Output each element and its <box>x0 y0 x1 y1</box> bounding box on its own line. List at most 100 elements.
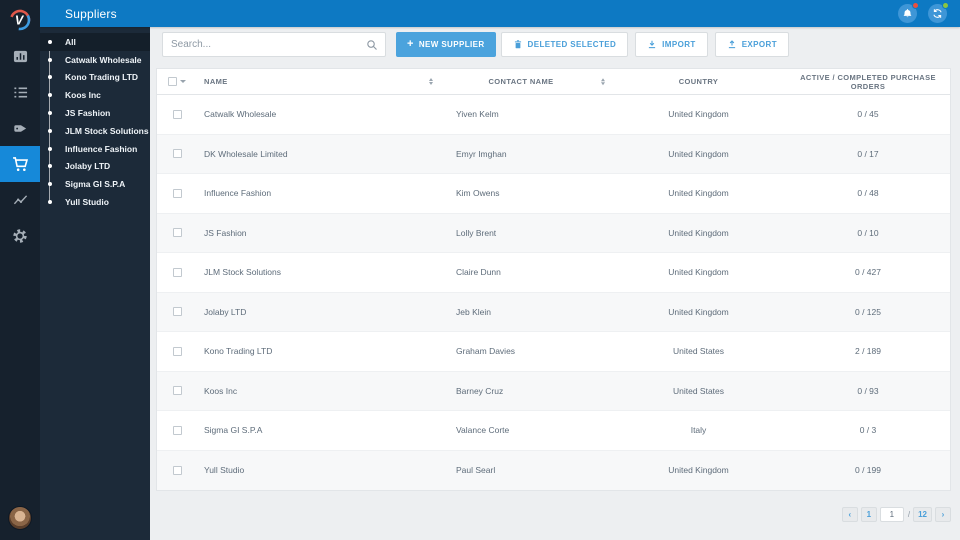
sidebar-item-js-fashion[interactable]: JS Fashion <box>40 104 150 122</box>
suppliers-table: NAME CONTACT NAME COUNTRY ACTIVE / COMPL… <box>156 68 951 491</box>
sidebar-item-kono-trading-ltd[interactable]: Kono Trading LTD <box>40 69 150 87</box>
delete-selected-button[interactable]: DELETED SELECTED <box>500 32 629 57</box>
sidebar-item-koos-inc[interactable]: Koos Inc <box>40 86 150 104</box>
page-title: Suppliers <box>65 6 117 21</box>
pagination-last-page-button[interactable]: 12 <box>913 507 932 522</box>
row-checkbox[interactable] <box>172 149 182 159</box>
supplier-name: Kono Trading LTD <box>204 346 273 357</box>
nav-dashboard-icon[interactable] <box>0 38 40 74</box>
import-button[interactable]: IMPORT <box>635 32 708 57</box>
nav-tag-icon[interactable] <box>0 110 40 146</box>
sidebar-item-jolaby-ltd[interactable]: Jolaby LTD <box>40 158 150 176</box>
plus-icon: + <box>407 38 414 50</box>
pagination-current-page-input[interactable] <box>879 507 904 522</box>
notifications-bell-icon[interactable] <box>898 2 919 23</box>
row-checkbox[interactable] <box>172 386 182 396</box>
header-checkbox[interactable] <box>168 77 177 86</box>
column-header-orders: ACTIVE / COMPLETED PURCHASE ORDERS <box>800 72 936 91</box>
purchase-orders: 0 / 93 <box>857 385 879 396</box>
chevron-down-icon[interactable] <box>180 80 186 83</box>
row-checkbox[interactable] <box>172 346 182 356</box>
row-checkbox[interactable] <box>172 307 182 317</box>
row-checkbox[interactable] <box>172 109 182 119</box>
pagination-page-1-button[interactable]: 1 <box>860 507 877 522</box>
top-header-bar: Suppliers <box>40 0 960 27</box>
toolbar: + NEW SUPPLIER DELETED SELECTED IMPORT E… <box>162 32 951 57</box>
table-row[interactable]: Catwalk Wholesale Yiven Kelm United King… <box>157 95 950 135</box>
supplier-name: Koos Inc <box>204 385 238 396</box>
country: United Kingdom <box>668 306 729 317</box>
table-row[interactable]: JS Fashion Lolly Brent United Kingdom 0 … <box>157 213 950 253</box>
row-checkbox[interactable] <box>172 267 182 277</box>
sidebar-item-sigma-gi-s-p-a[interactable]: Sigma GI S.P.A <box>40 175 150 193</box>
svg-text:V: V <box>15 14 25 28</box>
supplier-name: JS Fashion <box>204 227 247 238</box>
contact-name: Emyr Imghan <box>456 148 507 159</box>
pagination: ‹ 1 / 12 › <box>150 507 951 522</box>
purchase-orders: 0 / 10 <box>857 227 879 238</box>
pagination-prev-button[interactable]: ‹ <box>841 507 858 522</box>
contact-name: Valance Corte <box>456 425 510 436</box>
row-checkbox[interactable] <box>172 425 182 435</box>
search-icon[interactable] <box>366 39 378 51</box>
column-header-name[interactable]: NAME <box>197 77 441 86</box>
country: United Kingdom <box>668 148 729 159</box>
app-logo[interactable]: V <box>0 0 40 40</box>
supplier-sidebar: All Catwalk Wholesale Kono Trading LTD Koos… <box>40 27 150 540</box>
supplier-name: Sigma GI S.P.A <box>204 425 263 436</box>
notification-badge <box>912 2 919 9</box>
export-upload-icon <box>728 40 735 49</box>
contact-name: Lolly Brent <box>456 227 497 238</box>
nav-list-icon[interactable] <box>0 74 40 110</box>
country: United States <box>672 385 725 396</box>
trash-icon <box>514 40 521 49</box>
contact-name: Paul Searl <box>456 465 496 476</box>
user-avatar[interactable] <box>8 506 32 530</box>
table-row[interactable]: Sigma GI S.P.A Valance Corte Italy 0 / 3 <box>157 411 950 451</box>
export-button[interactable]: EXPORT <box>714 32 789 57</box>
sync-refresh-icon[interactable] <box>928 2 949 23</box>
sync-badge <box>942 2 949 9</box>
table-row[interactable]: DK Wholesale Limited Emyr Imghan United … <box>157 134 950 174</box>
table-row[interactable]: Kono Trading LTD Graham Davies United St… <box>157 332 950 372</box>
supplier-name: Jolaby LTD <box>204 306 247 317</box>
table-row[interactable]: Yull Studio Paul Searl United Kingdom 0 … <box>157 450 950 490</box>
column-header-country: COUNTRY <box>678 77 719 86</box>
nav-settings-gear-icon[interactable] <box>0 218 40 254</box>
supplier-name: Influence Fashion <box>204 188 272 199</box>
primary-nav <box>0 38 40 254</box>
sidebar-item-jlm-stock-solutions[interactable]: JLM Stock Solutions <box>40 122 150 140</box>
purchase-orders: 0 / 427 <box>855 267 881 278</box>
table-row[interactable]: Koos Inc Barney Cruz United States 0 / 9… <box>157 371 950 411</box>
search-input[interactable] <box>163 39 366 50</box>
v-logo-icon: V <box>9 9 31 31</box>
new-supplier-button[interactable]: + NEW SUPPLIER <box>396 32 496 57</box>
column-header-contact-name[interactable]: CONTACT NAME <box>441 77 611 86</box>
row-checkbox[interactable] <box>172 228 182 238</box>
select-all-checkbox[interactable] <box>157 77 197 86</box>
sort-contact-icon[interactable] <box>601 77 605 86</box>
purchase-orders: 0 / 199 <box>855 465 881 476</box>
nav-purchasing-cart-icon[interactable] <box>0 146 40 182</box>
country: Italy <box>690 425 707 436</box>
table-row[interactable]: Jolaby LTD Jeb Klein United Kingdom 0 / … <box>157 292 950 332</box>
row-checkbox[interactable] <box>172 188 182 198</box>
purchase-orders: 2 / 189 <box>855 346 881 357</box>
country: United Kingdom <box>668 267 729 278</box>
table-header: NAME CONTACT NAME COUNTRY ACTIVE / COMPL… <box>157 69 950 95</box>
table-row[interactable]: Influence Fashion Kim Owens United Kingd… <box>157 174 950 214</box>
nav-reports-trend-icon[interactable] <box>0 182 40 218</box>
topbar-icons <box>898 2 949 23</box>
pagination-next-button[interactable]: › <box>935 507 951 522</box>
contact-name: Kim Owens <box>456 188 500 199</box>
row-checkbox[interactable] <box>172 465 182 475</box>
pagination-separator: / <box>907 510 911 519</box>
sidebar-item-all[interactable]: All <box>40 33 150 51</box>
main-content: + NEW SUPPLIER DELETED SELECTED IMPORT E… <box>150 27 960 540</box>
table-body: Catwalk Wholesale Yiven Kelm United King… <box>157 95 950 490</box>
sidebar-item-catwalk-wholesale[interactable]: Catwalk Wholesale <box>40 51 150 69</box>
sidebar-item-yull-studio[interactable]: Yull Studio <box>40 193 150 211</box>
sidebar-item-influence-fashion[interactable]: Influence Fashion <box>40 140 150 158</box>
sort-name-icon[interactable] <box>429 77 433 86</box>
table-row[interactable]: JLM Stock Solutions Claire Dunn United K… <box>157 253 950 293</box>
